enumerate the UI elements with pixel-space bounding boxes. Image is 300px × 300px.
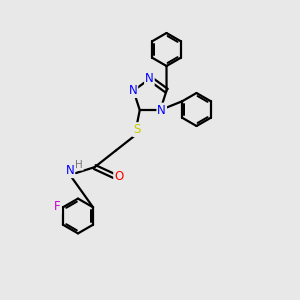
Text: F: F bbox=[54, 200, 61, 213]
Text: N: N bbox=[128, 84, 137, 97]
Text: N: N bbox=[158, 103, 166, 117]
Text: H: H bbox=[75, 160, 83, 170]
Text: N: N bbox=[145, 72, 154, 85]
Text: O: O bbox=[114, 169, 123, 183]
Text: N: N bbox=[65, 164, 74, 177]
Text: S: S bbox=[133, 123, 140, 136]
